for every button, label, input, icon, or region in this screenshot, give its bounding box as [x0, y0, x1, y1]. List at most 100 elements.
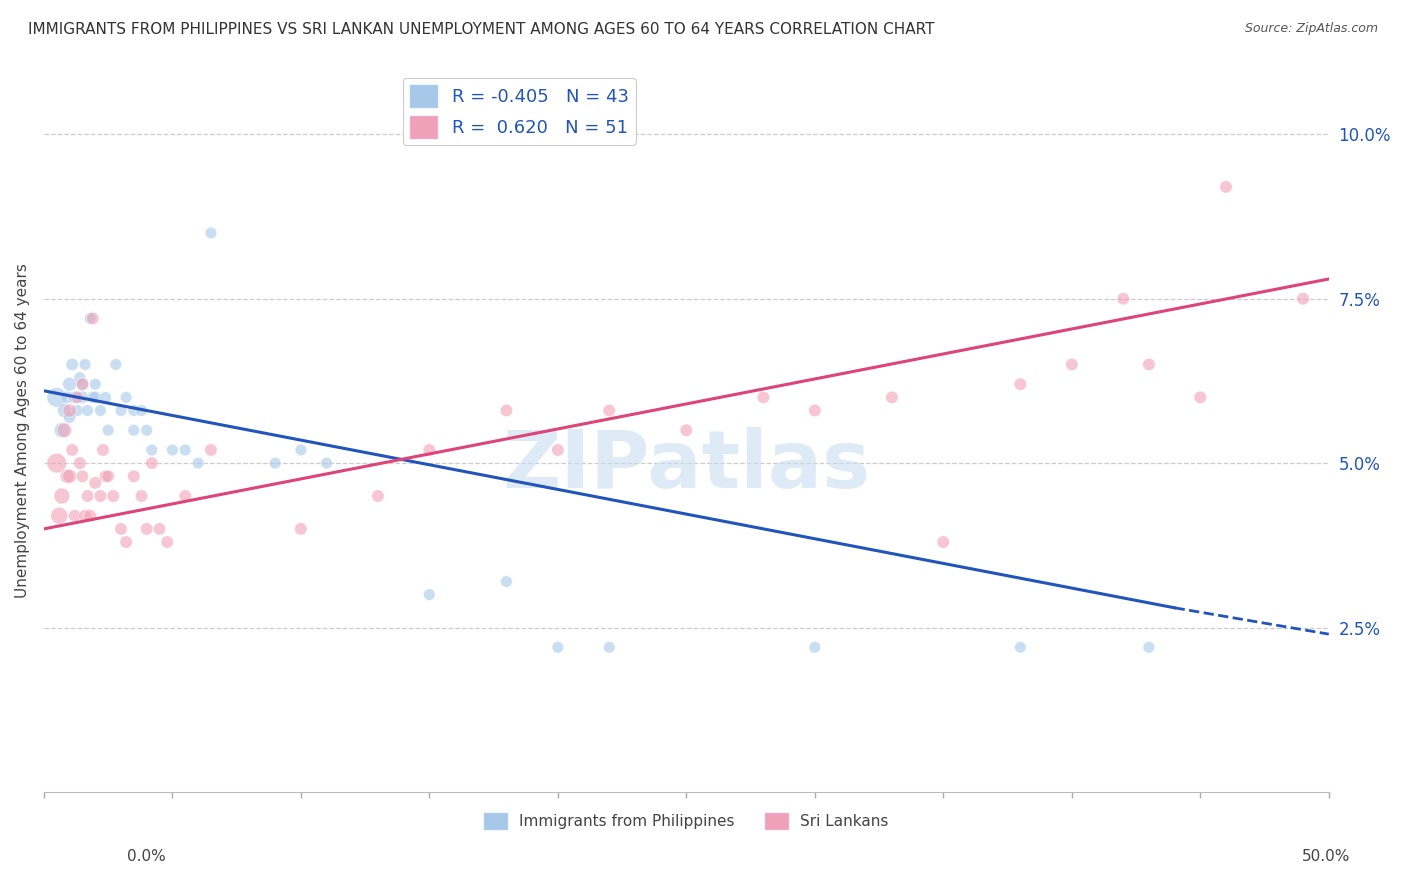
Point: [103, 489, 125, 503]
Point: [675, 423, 697, 437]
Point: [1137, 358, 1160, 372]
Point: [84, 377, 107, 392]
Point: [418, 442, 440, 457]
Point: [367, 489, 389, 503]
Point: [1137, 640, 1160, 655]
Point: [97, 469, 120, 483]
Point: [89, 403, 111, 417]
Point: [60, 358, 83, 372]
Point: [1215, 180, 1237, 194]
Point: [72, 390, 94, 404]
Point: [66, 390, 89, 404]
Point: [76, 403, 98, 417]
Point: [45, 390, 67, 404]
Point: [63, 390, 86, 404]
Point: [1292, 292, 1315, 306]
Point: [932, 535, 955, 549]
Point: [58, 403, 80, 417]
Point: [418, 588, 440, 602]
Point: [48, 508, 70, 523]
Point: [76, 489, 98, 503]
Y-axis label: Unemployment Among Ages 60 to 64 years: Unemployment Among Ages 60 to 64 years: [15, 263, 30, 598]
Text: IMMIGRANTS FROM PHILIPPINES VS SRI LANKAN UNEMPLOYMENT AMONG AGES 60 TO 64 YEARS: IMMIGRANTS FROM PHILIPPINES VS SRI LANKA…: [28, 22, 935, 37]
Point: [174, 489, 197, 503]
Point: [56, 469, 79, 483]
Text: 50.0%: 50.0%: [1302, 849, 1350, 863]
Point: [187, 456, 209, 470]
Point: [72, 469, 94, 483]
Point: [72, 377, 94, 392]
Point: [547, 442, 569, 457]
Point: [56, 390, 79, 404]
Point: [110, 522, 132, 536]
Point: [53, 403, 76, 417]
Point: [1010, 640, 1032, 655]
Point: [58, 377, 80, 392]
Point: [115, 535, 138, 549]
Text: ZIPatlas: ZIPatlas: [502, 427, 870, 506]
Point: [51, 489, 73, 503]
Point: [162, 442, 184, 457]
Point: [135, 423, 157, 437]
Point: [598, 640, 620, 655]
Point: [156, 535, 179, 549]
Point: [122, 469, 145, 483]
Point: [1112, 292, 1135, 306]
Point: [58, 410, 80, 425]
Point: [63, 508, 86, 523]
Point: [89, 489, 111, 503]
Point: [69, 370, 91, 384]
Point: [82, 390, 104, 404]
Point: [495, 403, 517, 417]
Point: [72, 377, 94, 392]
Point: [131, 403, 153, 417]
Point: [94, 469, 117, 483]
Point: [66, 403, 89, 417]
Point: [752, 390, 775, 404]
Point: [1060, 358, 1083, 372]
Point: [495, 574, 517, 589]
Point: [264, 456, 287, 470]
Point: [84, 390, 107, 404]
Point: [174, 442, 197, 457]
Point: [315, 456, 337, 470]
Point: [73, 508, 96, 523]
Point: [45, 456, 67, 470]
Point: [94, 390, 117, 404]
Point: [69, 456, 91, 470]
Point: [141, 456, 163, 470]
Point: [122, 423, 145, 437]
Point: [200, 442, 222, 457]
Point: [110, 403, 132, 417]
Point: [804, 403, 827, 417]
Point: [79, 508, 101, 523]
Point: [58, 469, 80, 483]
Point: [60, 442, 83, 457]
Point: [148, 522, 170, 536]
Legend: Immigrants from Philippines, Sri Lankans: Immigrants from Philippines, Sri Lankans: [478, 806, 894, 835]
Point: [200, 226, 222, 240]
Point: [104, 358, 127, 372]
Point: [73, 358, 96, 372]
Point: [84, 475, 107, 490]
Point: [51, 423, 73, 437]
Text: Source: ZipAtlas.com: Source: ZipAtlas.com: [1244, 22, 1378, 36]
Point: [290, 522, 312, 536]
Point: [141, 442, 163, 457]
Point: [82, 311, 104, 326]
Point: [131, 489, 153, 503]
Point: [1189, 390, 1212, 404]
Text: 0.0%: 0.0%: [127, 849, 166, 863]
Point: [804, 640, 827, 655]
Point: [290, 442, 312, 457]
Point: [122, 403, 145, 417]
Point: [79, 311, 101, 326]
Point: [880, 390, 903, 404]
Point: [598, 403, 620, 417]
Point: [115, 390, 138, 404]
Point: [1010, 377, 1032, 392]
Point: [97, 423, 120, 437]
Point: [91, 442, 114, 457]
Point: [135, 522, 157, 536]
Point: [53, 423, 76, 437]
